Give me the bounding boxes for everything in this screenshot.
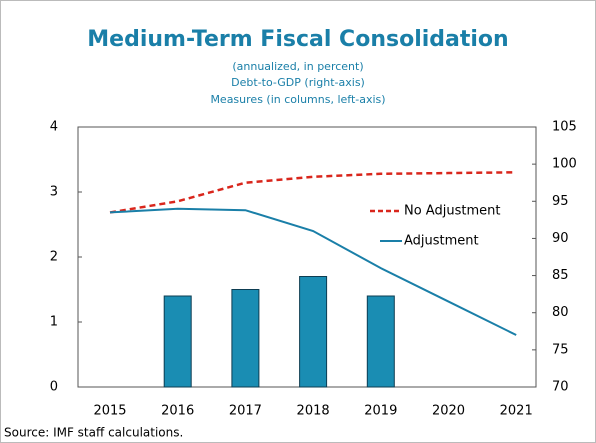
line-series [109, 171, 517, 214]
y2-tick-label: 100 [552, 157, 577, 172]
y2-tick-label: 85 [552, 268, 569, 283]
y2-tick-label: 95 [552, 194, 569, 209]
x-tick-label: 2017 [229, 404, 262, 419]
subtitle: Debt-to-GDP (right-axis) [231, 76, 365, 89]
y2-tick-label: 80 [552, 305, 569, 320]
legend-label: Adjustment [404, 234, 479, 249]
y-tick-label: 1 [50, 315, 58, 330]
bar [231, 289, 260, 388]
bar [366, 295, 395, 388]
bar [299, 276, 328, 388]
x-tick-label: 2019 [364, 404, 397, 419]
y-tick-label: 2 [50, 250, 58, 265]
legend-label: No Adjustment [404, 204, 500, 219]
bar [163, 295, 192, 388]
y2-tick-label: 75 [552, 342, 569, 357]
y-tick-label: 0 [50, 380, 58, 395]
subtitle: (annualized, in percent) [232, 60, 363, 73]
source: Source: IMF staff calculations. [4, 426, 183, 440]
x-tick-label: 2020 [432, 404, 465, 419]
y-tick-label: 3 [50, 185, 58, 200]
y2-tick-label: 105 [552, 120, 577, 135]
chart-title: Medium-Term Fiscal Consolidation [87, 27, 508, 52]
x-tick-label: 2016 [161, 404, 194, 419]
line-series [109, 207, 517, 336]
x-tick-label: 2021 [500, 404, 533, 419]
subtitle: Measures (in columns, left-axis) [210, 93, 385, 106]
y2-tick-label: 90 [552, 231, 569, 246]
y2-tick-label: 70 [552, 380, 569, 395]
x-tick-label: 2018 [297, 404, 330, 419]
x-tick-label: 2015 [93, 404, 126, 419]
y-tick-label: 4 [50, 120, 58, 135]
